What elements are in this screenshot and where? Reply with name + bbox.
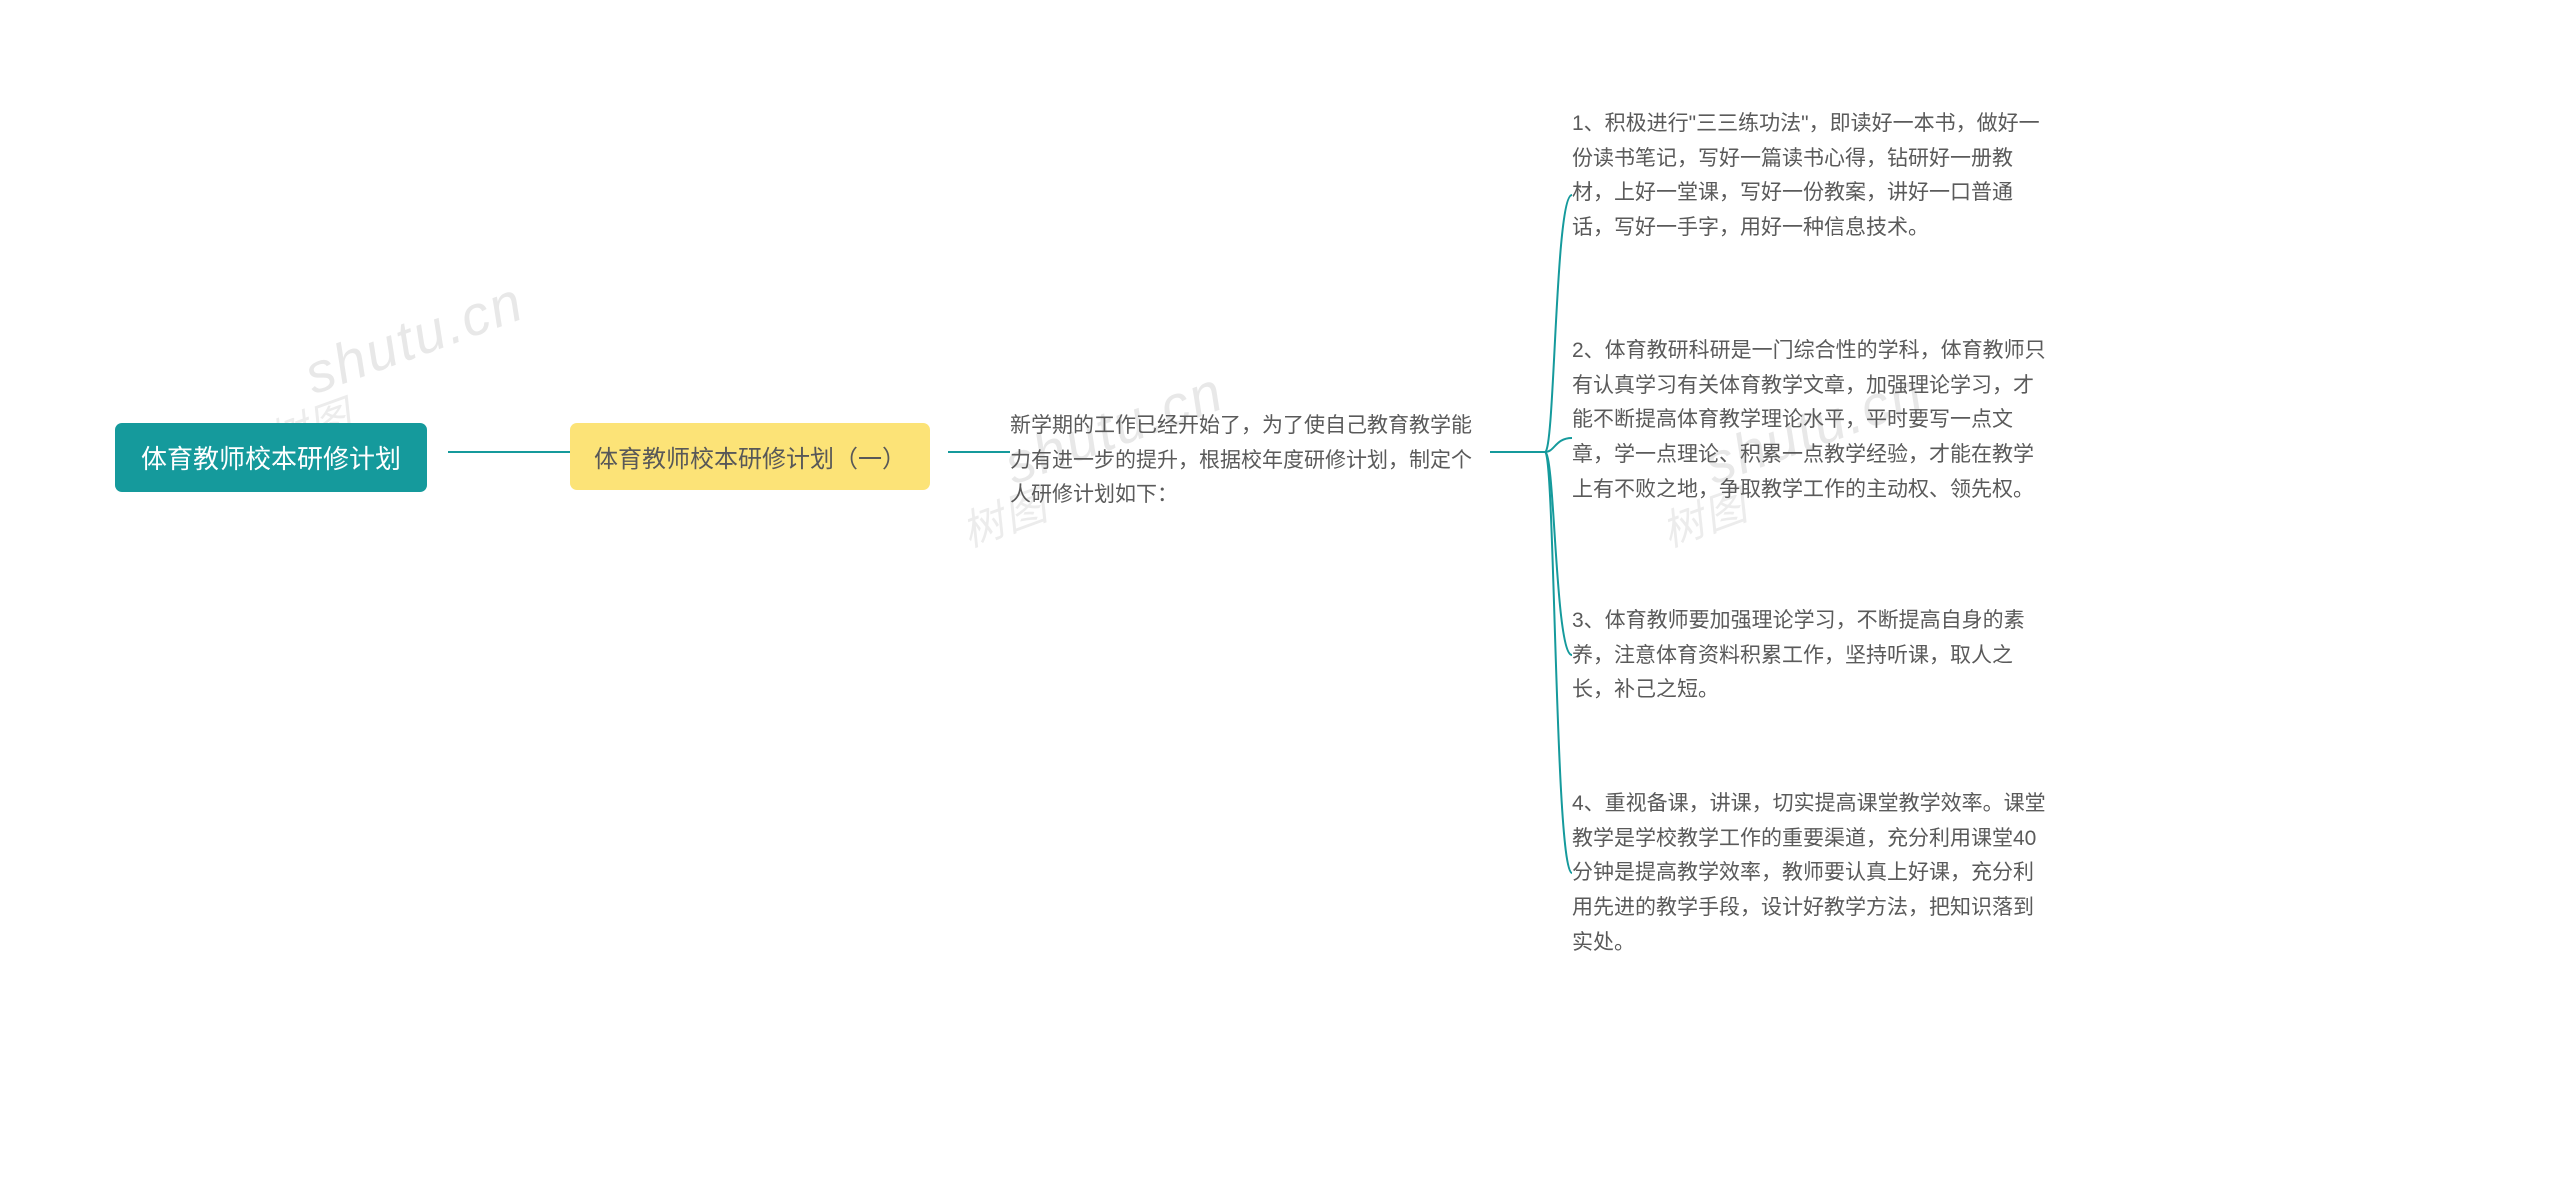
leaf-node-1: 1、积极进行"三三练功法"，即读好一本书，做好一份读书笔记，写好一篇读书心得，钻… — [1572, 107, 2047, 246]
root-node[interactable]: 体育教师校本研修计划 — [115, 423, 427, 492]
leaf-node-3: 3、体育教师要加强理论学习，不断提高自身的素养，注意体育资料积累工作，坚持听课，… — [1572, 604, 2047, 708]
leaf-node-2: 2、体育教研科研是一门综合性的学科，体育教师只有认真学习有关体育教学文章，加强理… — [1572, 334, 2047, 507]
mindmap-container: 体育教师校本研修计划 体育教师校本研修计划（一） 新学期的工作已经开始了，为了使… — [0, 0, 2560, 1195]
intro-text: 新学期的工作已经开始了，为了使自己教育教学能力有进一步的提升，根据校年度研修计划… — [1010, 409, 1485, 513]
level1-node[interactable]: 体育教师校本研修计划（一） — [570, 423, 930, 490]
leaf-node-4: 4、重视备课，讲课，切实提高课堂教学效率。课堂教学是学校教学工作的重要渠道，充分… — [1572, 787, 2047, 960]
connector-lines — [0, 0, 2560, 1195]
